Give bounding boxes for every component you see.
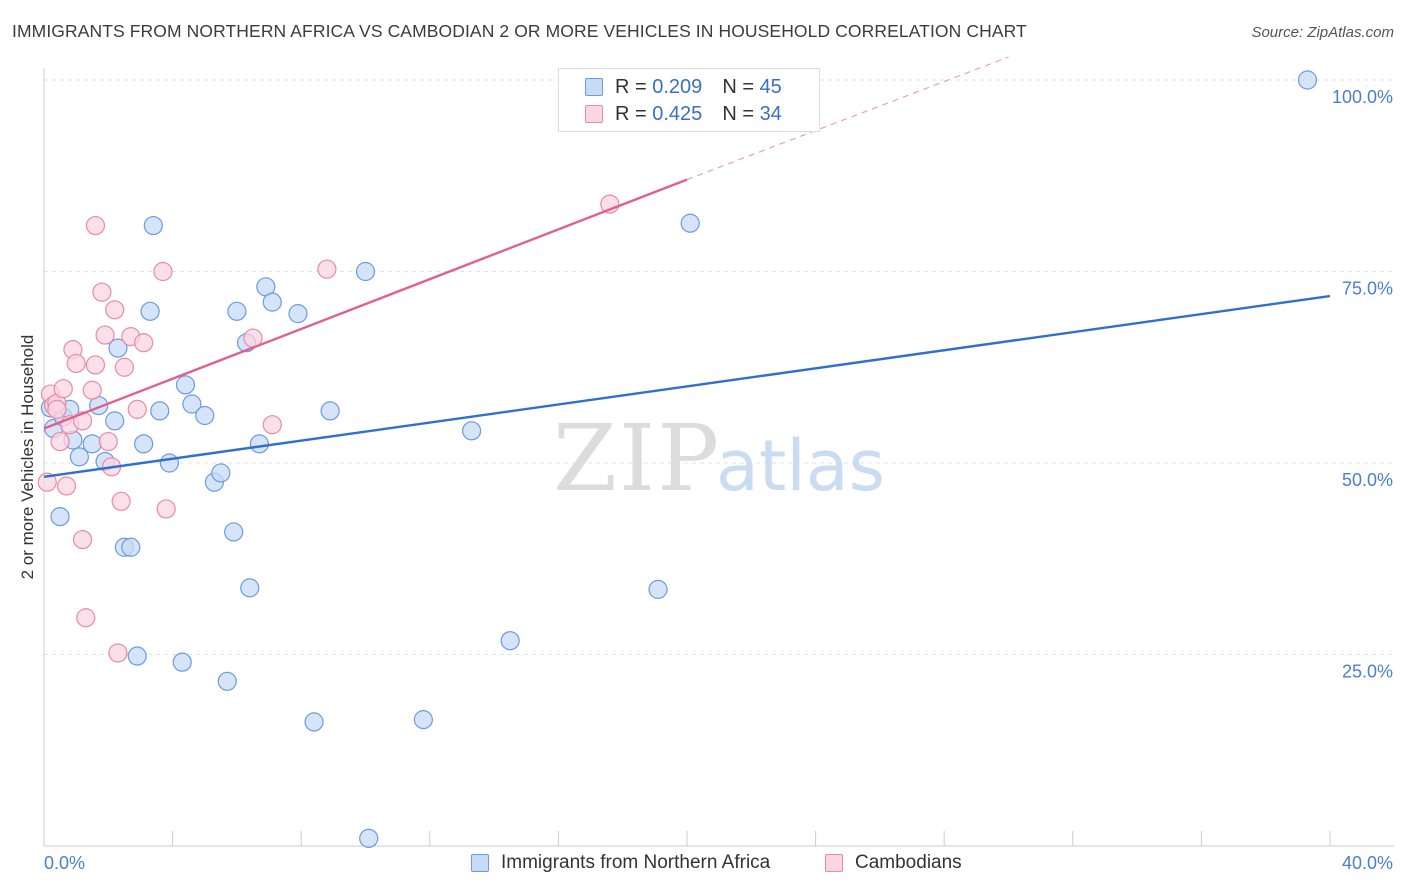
data-point <box>95 325 115 345</box>
legend-swatch-pink <box>585 105 603 123</box>
data-point <box>500 631 520 651</box>
data-point <box>227 301 247 321</box>
data-point <box>461 421 482 441</box>
data-point <box>50 431 70 452</box>
data-point <box>211 463 231 483</box>
data-point <box>150 401 170 421</box>
legend-swatch-blue <box>471 854 489 872</box>
data-point <box>224 522 244 542</box>
data-point <box>317 259 337 279</box>
x-tick-label: 40.0% <box>1342 853 1393 873</box>
legend-item-label: Immigrants from Northern Africa <box>501 852 771 873</box>
tick-labels: 25.0% 50.0% 75.0% 100.0% 0.0% 40.0% <box>44 87 1393 873</box>
data-point <box>288 304 308 324</box>
data-point <box>105 300 125 320</box>
legend-row-northern-africa: R = 0.209 N = 45 <box>585 75 782 99</box>
legend-row-cambodians: R = 0.425 N = 34 <box>585 102 782 126</box>
watermark: ZIP atlas <box>553 405 885 512</box>
y-tick-label: 75.0% <box>1342 279 1393 299</box>
data-point <box>304 712 324 732</box>
trend-line <box>43 294 1331 478</box>
data-point <box>320 401 340 421</box>
data-point <box>153 261 173 282</box>
legend-n-value: 45 <box>759 75 782 98</box>
data-point <box>359 828 379 848</box>
data-point <box>648 579 668 599</box>
data-point <box>66 353 86 374</box>
legend-item-cambodians: Cambodians <box>825 852 962 874</box>
data-point <box>47 399 67 419</box>
data-point <box>114 357 134 377</box>
watermark-zip: ZIP <box>553 405 721 512</box>
data-point <box>98 431 118 452</box>
data-point <box>134 333 154 353</box>
data-point <box>85 215 106 236</box>
legend-r-label: R = <box>615 75 647 98</box>
data-point <box>413 710 433 730</box>
legend-r-value: 0.209 <box>652 75 703 98</box>
data-point <box>1297 70 1318 90</box>
data-point <box>121 537 141 557</box>
data-point <box>140 301 160 321</box>
trend-line <box>43 178 688 430</box>
data-point <box>108 338 128 358</box>
data-point <box>127 399 147 419</box>
data-point <box>53 379 73 399</box>
data-point <box>85 355 106 375</box>
data-point <box>172 652 192 672</box>
x-tick-label: 0.0% <box>44 853 85 873</box>
data-point <box>217 671 237 691</box>
data-point <box>82 380 102 400</box>
y-tick-label: 25.0% <box>1342 662 1393 682</box>
legend-r-value: 0.425 <box>652 102 703 125</box>
data-point <box>134 434 154 454</box>
legend-item-label: Cambodians <box>855 852 962 873</box>
data-point <box>127 646 147 666</box>
legend-n-label: N = <box>722 102 754 125</box>
legend-swatch-pink <box>825 854 843 872</box>
data-point <box>175 375 196 395</box>
data-point <box>108 643 128 663</box>
legend-n-value: 34 <box>759 102 782 125</box>
data-point <box>111 491 131 511</box>
data-point <box>105 411 125 431</box>
data-point <box>69 447 89 467</box>
data-point <box>159 453 179 473</box>
data-point <box>56 476 77 496</box>
y-axis-label: 2 or more Vehicles in Household <box>18 335 37 580</box>
grid-lines <box>44 79 1394 655</box>
axes <box>43 68 1394 847</box>
legend-r-label: R = <box>615 102 647 125</box>
legend-item-northern-africa: Immigrants from Northern Africa <box>471 852 770 874</box>
data-point <box>240 578 260 598</box>
data-point <box>72 529 93 550</box>
watermark-atlas: atlas <box>716 425 885 507</box>
data-point <box>262 292 282 312</box>
data-point <box>355 261 376 282</box>
y-tick-label: 50.0% <box>1342 470 1393 490</box>
trend-line-extension <box>686 56 1009 181</box>
data-point <box>37 472 57 492</box>
data-point <box>195 405 215 426</box>
data-point <box>262 415 282 435</box>
series-cambodians-points <box>37 194 620 663</box>
y-tick-label: 100.0% <box>1332 87 1393 107</box>
source-label: Source: ZipAtlas.com <box>1251 24 1394 41</box>
data-point <box>156 499 176 519</box>
data-point <box>76 608 96 628</box>
data-point <box>249 434 270 454</box>
data-point <box>182 394 202 414</box>
data-point <box>50 507 70 527</box>
series-legend: Immigrants from Northern Africa Cambodia… <box>0 852 1406 878</box>
legend-swatch-blue <box>585 78 603 96</box>
data-point <box>680 213 700 233</box>
chart-title: IMMIGRANTS FROM NORTHERN AFRICA VS CAMBO… <box>12 21 1027 41</box>
data-point <box>92 282 112 302</box>
data-point <box>143 215 163 236</box>
trend-lines <box>43 56 1331 478</box>
data-point <box>82 434 102 454</box>
stats-legend: R = 0.209 N = 45 R = 0.425 N = 34 <box>558 68 820 132</box>
legend-n-label: N = <box>722 75 754 98</box>
